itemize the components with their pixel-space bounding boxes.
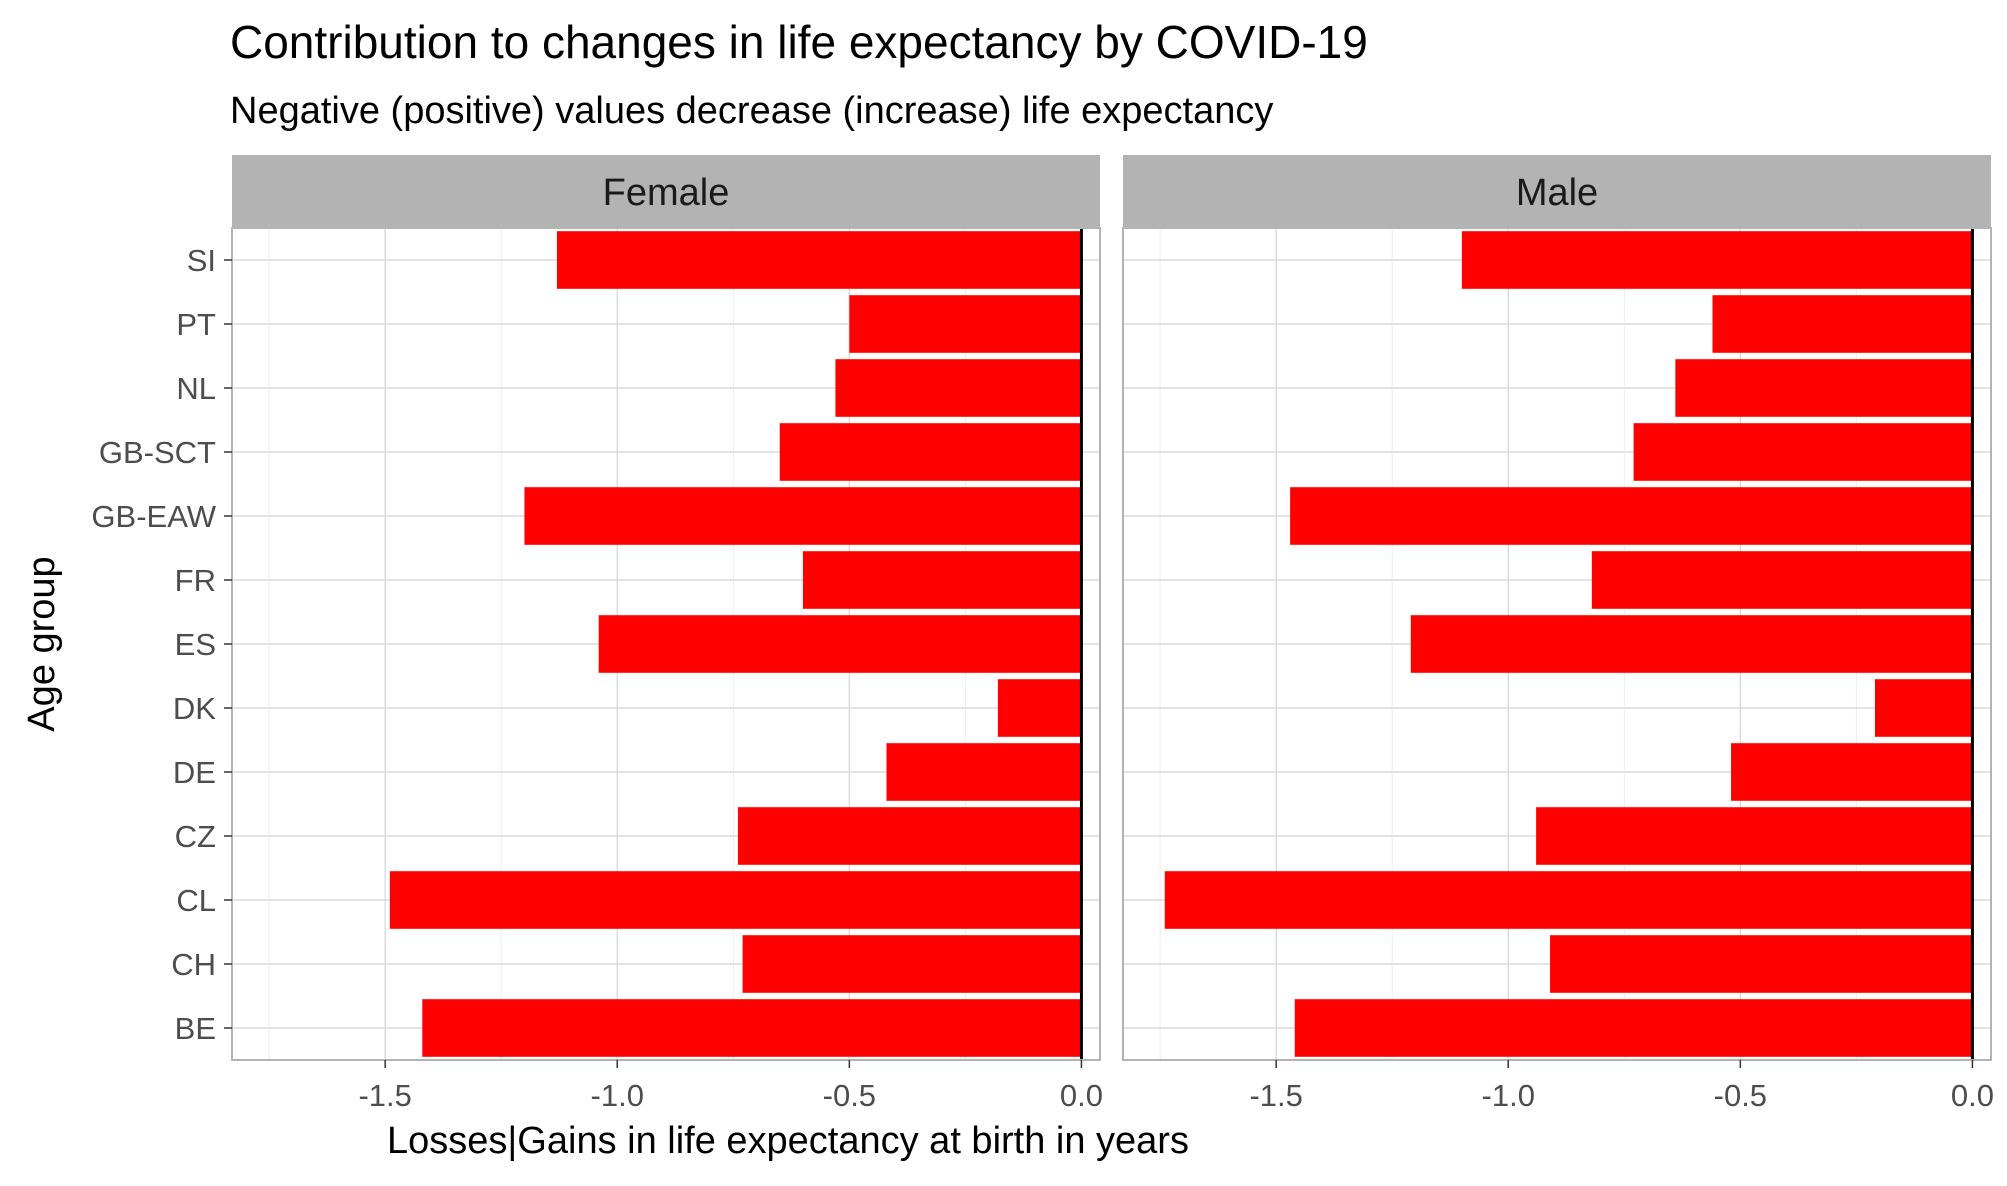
bar-female-cl xyxy=(389,871,1082,929)
y-tick-label: NL xyxy=(176,371,216,406)
y-tick-label: GB-SCT xyxy=(99,435,216,470)
bar-female-pt xyxy=(849,295,1082,353)
y-axis-label: Age group xyxy=(21,556,63,731)
facet-strip xyxy=(1123,155,1991,228)
bar-female-de xyxy=(886,743,1082,801)
plot-area: Female -1.5 -1.0 -0.5 0.0 Male -1.5 -1.0 -0.5 0.0… xyxy=(91,155,1994,1113)
y-tick-label: DE xyxy=(173,755,216,790)
bar-female-gb-sct xyxy=(779,423,1082,481)
bar-male-gb-eaw xyxy=(1290,487,1973,545)
bar-female-dk xyxy=(997,679,1082,737)
bar-female-si xyxy=(556,231,1082,289)
x-tick-label: -1.0 xyxy=(1482,1078,1535,1113)
bar-male-nl xyxy=(1675,359,1973,417)
facet-strip xyxy=(232,155,1100,228)
bar-male-fr xyxy=(1591,551,1973,609)
y-tick-label: DK xyxy=(173,691,216,726)
bar-male-be xyxy=(1294,999,1973,1057)
y-tick-label: PT xyxy=(176,307,216,342)
bar-female-ch xyxy=(742,935,1082,993)
y-tick-label: BE xyxy=(175,1011,216,1046)
chart-title: Contribution to changes in life expectan… xyxy=(230,16,1368,68)
y-tick-label: SI xyxy=(187,243,216,278)
facet-label: Male xyxy=(1516,172,1598,214)
x-tick-label: -1.5 xyxy=(358,1078,411,1113)
y-tick-label: CZ xyxy=(175,819,216,854)
bar-male-cl xyxy=(1164,871,1973,929)
x-tick-label: -0.5 xyxy=(823,1078,876,1113)
bar-male-cz xyxy=(1536,807,1973,865)
y-tick-label: CL xyxy=(176,883,216,918)
y-tick-label: ES xyxy=(175,627,216,662)
x-tick-label: -1.0 xyxy=(591,1078,644,1113)
bar-male-es xyxy=(1410,615,1973,673)
panel-border xyxy=(1122,227,1992,1061)
bar-male-gb-sct xyxy=(1633,423,1973,481)
bar-female-fr xyxy=(802,551,1082,609)
bar-male-pt xyxy=(1712,295,1973,353)
bar-male-ch xyxy=(1550,935,1973,993)
bar-female-cz xyxy=(737,807,1082,865)
chart-subtitle: Negative (positive) values decrease (inc… xyxy=(230,90,1273,132)
x-tick-label: -0.5 xyxy=(1714,1078,1767,1113)
bar-female-es xyxy=(598,615,1082,673)
bar-female-be xyxy=(422,999,1082,1057)
x-tick-label: 0.0 xyxy=(1951,1078,1994,1113)
y-tick-label: FR xyxy=(175,563,216,598)
bar-female-gb-eaw xyxy=(524,487,1082,545)
y-tick-label: CH xyxy=(171,947,216,982)
bar-male-dk xyxy=(1874,679,1973,737)
bar-male-de xyxy=(1731,743,1973,801)
x-tick-label: -1.5 xyxy=(1249,1078,1302,1113)
x-tick-label: 0.0 xyxy=(1060,1078,1103,1113)
y-tick-label: GB-EAW xyxy=(91,499,216,534)
bar-female-nl xyxy=(835,359,1082,417)
x-axis-label: Losses|Gains in life expectancy at birth… xyxy=(387,1120,1189,1162)
bar-male-si xyxy=(1461,231,1973,289)
facet-label: Female xyxy=(603,172,730,214)
